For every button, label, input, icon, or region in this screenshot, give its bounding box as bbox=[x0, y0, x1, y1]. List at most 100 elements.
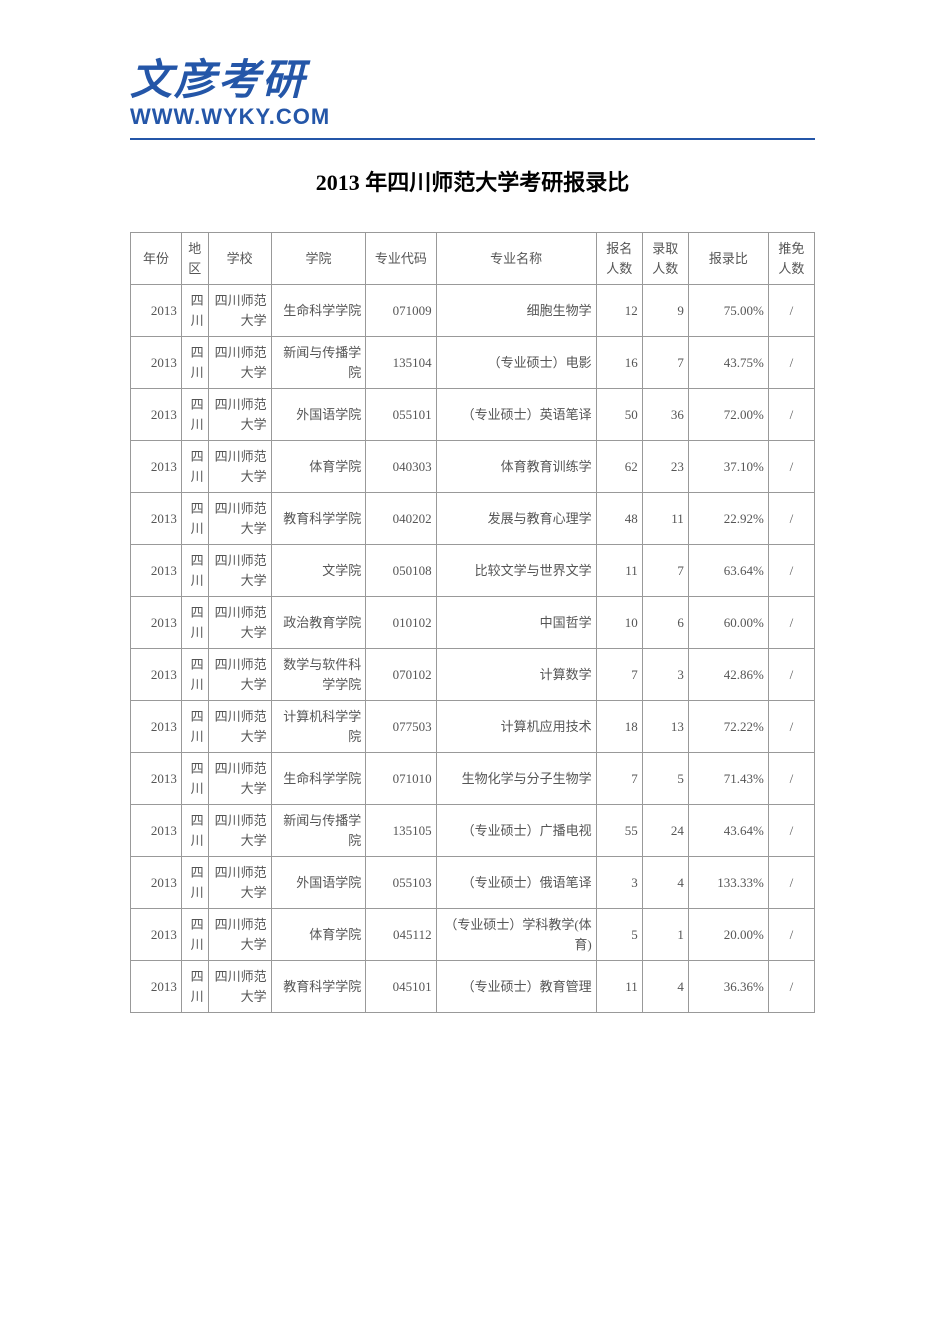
table-cell: 13 bbox=[642, 701, 688, 753]
table-cell: / bbox=[768, 545, 814, 597]
table-cell: 5 bbox=[642, 753, 688, 805]
table-row: 2013四川四川师范大学计算机科学学院077503计算机应用技术181372.2… bbox=[131, 701, 815, 753]
table-cell: （专业硕士）电影 bbox=[436, 337, 596, 389]
table-cell: 040202 bbox=[366, 493, 436, 545]
table-body: 2013四川四川师范大学生命科学学院071009细胞生物学12975.00%/2… bbox=[131, 285, 815, 1013]
table-cell: 生命科学学院 bbox=[271, 753, 366, 805]
table-cell: 7 bbox=[596, 649, 642, 701]
table-cell: 2013 bbox=[131, 961, 182, 1013]
table-cell: 37.10% bbox=[688, 441, 768, 493]
table-cell: 010102 bbox=[366, 597, 436, 649]
table-cell: 71.43% bbox=[688, 753, 768, 805]
table-cell: （专业硕士）教育管理 bbox=[436, 961, 596, 1013]
table-cell: 2013 bbox=[131, 649, 182, 701]
table-cell: 生物化学与分子生物学 bbox=[436, 753, 596, 805]
table-cell: 045101 bbox=[366, 961, 436, 1013]
table-cell: （专业硕士）俄语笔译 bbox=[436, 857, 596, 909]
table-cell: 2013 bbox=[131, 805, 182, 857]
table-cell: 外国语学院 bbox=[271, 389, 366, 441]
table-cell: 7 bbox=[642, 337, 688, 389]
logo-wrapper: 文彦考研 WWW.WYKY.COM bbox=[130, 60, 330, 130]
table-cell: 2013 bbox=[131, 857, 182, 909]
table-cell: 四川 bbox=[181, 701, 208, 753]
table-cell: 2013 bbox=[131, 701, 182, 753]
logo-url-text: WWW.WYKY.COM bbox=[130, 104, 330, 130]
table-cell: 75.00% bbox=[688, 285, 768, 337]
table-cell: / bbox=[768, 857, 814, 909]
table-cell: 四川师范大学 bbox=[208, 493, 271, 545]
header-divider bbox=[130, 138, 815, 140]
table-cell: 050108 bbox=[366, 545, 436, 597]
table-cell: 细胞生物学 bbox=[436, 285, 596, 337]
table-cell: 2013 bbox=[131, 389, 182, 441]
header-year: 年份 bbox=[131, 233, 182, 285]
table-cell: / bbox=[768, 285, 814, 337]
table-cell: 外国语学院 bbox=[271, 857, 366, 909]
table-cell: 23 bbox=[642, 441, 688, 493]
table-cell: 1 bbox=[642, 909, 688, 961]
table-cell: 体育教育训练学 bbox=[436, 441, 596, 493]
table-cell: / bbox=[768, 493, 814, 545]
table-cell: 12 bbox=[596, 285, 642, 337]
header-admitted: 录取人数 bbox=[642, 233, 688, 285]
table-cell: 四川 bbox=[181, 337, 208, 389]
table-cell: 四川师范大学 bbox=[208, 285, 271, 337]
table-cell: 政治教育学院 bbox=[271, 597, 366, 649]
table-cell: 教育科学学院 bbox=[271, 961, 366, 1013]
table-cell: 新闻与传播学院 bbox=[271, 337, 366, 389]
table-cell: / bbox=[768, 805, 814, 857]
table-cell: 四川 bbox=[181, 857, 208, 909]
table-cell: 24 bbox=[642, 805, 688, 857]
table-cell: 比较文学与世界文学 bbox=[436, 545, 596, 597]
table-cell: 2013 bbox=[131, 285, 182, 337]
table-cell: 50 bbox=[596, 389, 642, 441]
table-cell: 22.92% bbox=[688, 493, 768, 545]
table-cell: 43.64% bbox=[688, 805, 768, 857]
table-cell: 5 bbox=[596, 909, 642, 961]
table-cell: 四川 bbox=[181, 649, 208, 701]
table-cell: 63.64% bbox=[688, 545, 768, 597]
table-cell: 体育学院 bbox=[271, 441, 366, 493]
table-cell: 135105 bbox=[366, 805, 436, 857]
table-cell: 077503 bbox=[366, 701, 436, 753]
table-cell: 10 bbox=[596, 597, 642, 649]
table-cell: 43.75% bbox=[688, 337, 768, 389]
header-recommend: 推免人数 bbox=[768, 233, 814, 285]
table-cell: 9 bbox=[642, 285, 688, 337]
table-cell: 7 bbox=[642, 545, 688, 597]
header-code: 专业代码 bbox=[366, 233, 436, 285]
table-cell: 体育学院 bbox=[271, 909, 366, 961]
table-cell: / bbox=[768, 441, 814, 493]
table-cell: （专业硕士）广播电视 bbox=[436, 805, 596, 857]
table-cell: 四川 bbox=[181, 805, 208, 857]
table-cell: 20.00% bbox=[688, 909, 768, 961]
admission-table: 年份 地区 学校 学院 专业代码 专业名称 报名人数 录取人数 报录比 推免人数… bbox=[130, 232, 815, 1013]
table-row: 2013四川四川师范大学外国语学院055101（专业硕士）英语笔译503672.… bbox=[131, 389, 815, 441]
table-cell: 135104 bbox=[366, 337, 436, 389]
table-row: 2013四川四川师范大学体育学院045112（专业硕士）学科教学(体育)5120… bbox=[131, 909, 815, 961]
table-cell: / bbox=[768, 649, 814, 701]
table-cell: 计算机科学学院 bbox=[271, 701, 366, 753]
table-cell: 040303 bbox=[366, 441, 436, 493]
page-container: 文彦考研 WWW.WYKY.COM 2013 年四川师范大学考研报录比 年份 地… bbox=[0, 0, 945, 1053]
table-cell: 四川 bbox=[181, 493, 208, 545]
table-cell: 133.33% bbox=[688, 857, 768, 909]
table-cell: 新闻与传播学院 bbox=[271, 805, 366, 857]
table-cell: 11 bbox=[596, 545, 642, 597]
header-major: 专业名称 bbox=[436, 233, 596, 285]
table-cell: 11 bbox=[642, 493, 688, 545]
table-cell: 18 bbox=[596, 701, 642, 753]
table-row: 2013四川四川师范大学生命科学学院071010生物化学与分子生物学7571.4… bbox=[131, 753, 815, 805]
header-school: 学校 bbox=[208, 233, 271, 285]
table-cell: 四川师范大学 bbox=[208, 389, 271, 441]
table-cell: （专业硕士）学科教学(体育) bbox=[436, 909, 596, 961]
table-cell: 教育科学学院 bbox=[271, 493, 366, 545]
table-cell: 62 bbox=[596, 441, 642, 493]
header-logo: 文彦考研 WWW.WYKY.COM bbox=[130, 60, 815, 130]
table-cell: 071009 bbox=[366, 285, 436, 337]
header-college: 学院 bbox=[271, 233, 366, 285]
table-cell: 生命科学学院 bbox=[271, 285, 366, 337]
table-cell: / bbox=[768, 337, 814, 389]
table-cell: 16 bbox=[596, 337, 642, 389]
table-cell: / bbox=[768, 597, 814, 649]
